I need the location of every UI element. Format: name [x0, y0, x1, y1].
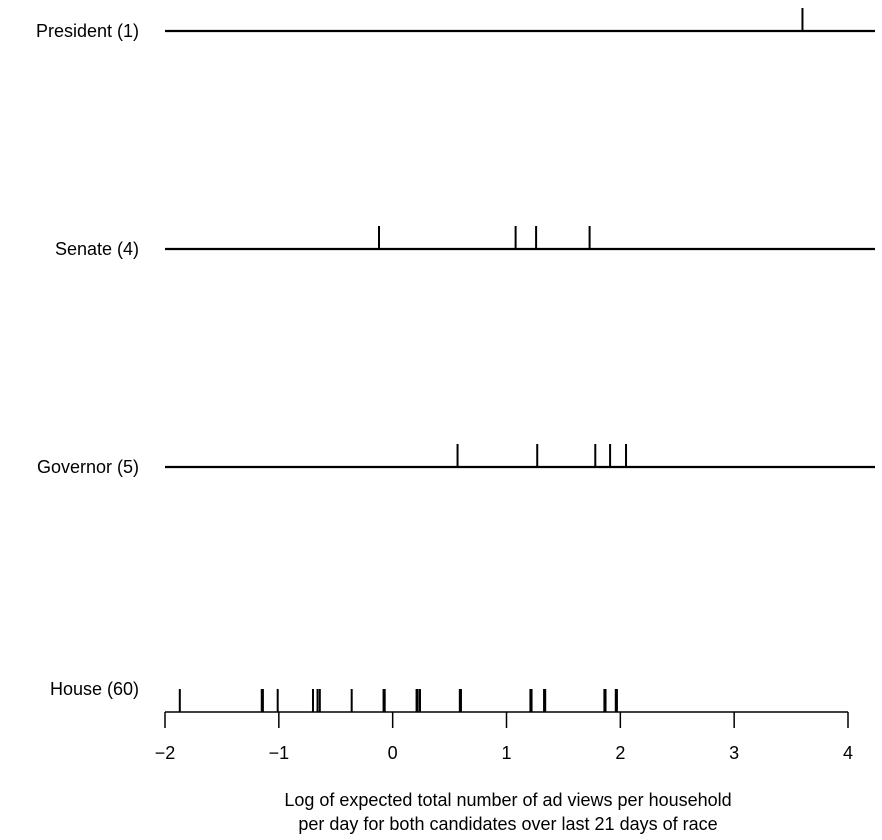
x-tick-label: 2: [615, 743, 625, 763]
row-governor: Governor (5): [37, 444, 875, 477]
row-president: President (1): [36, 8, 875, 41]
x-axis-title-line2: per day for both candidates over last 21…: [298, 814, 717, 834]
x-tick-label: −2: [155, 743, 176, 763]
rows-layer: President (1) Senate (4) Governor (5) House…: [36, 8, 875, 712]
row-label-house: House (60): [50, 679, 139, 699]
x-tick-label: 0: [388, 743, 398, 763]
row-label-senate: Senate (4): [55, 239, 139, 259]
x-tick-label: −1: [269, 743, 290, 763]
x-axis: −2 −1 0 1 2 3 4: [155, 711, 853, 763]
x-axis-title-line1: Log of expected total number of ad views…: [284, 790, 731, 810]
x-tick-label: 4: [843, 743, 853, 763]
row-house: House (60): [50, 679, 618, 712]
x-tick-label: 3: [729, 743, 739, 763]
row-label-president: President (1): [36, 21, 139, 41]
x-tick-label: 1: [501, 743, 511, 763]
row-label-governor: Governor (5): [37, 457, 139, 477]
row-senate: Senate (4): [55, 226, 875, 259]
